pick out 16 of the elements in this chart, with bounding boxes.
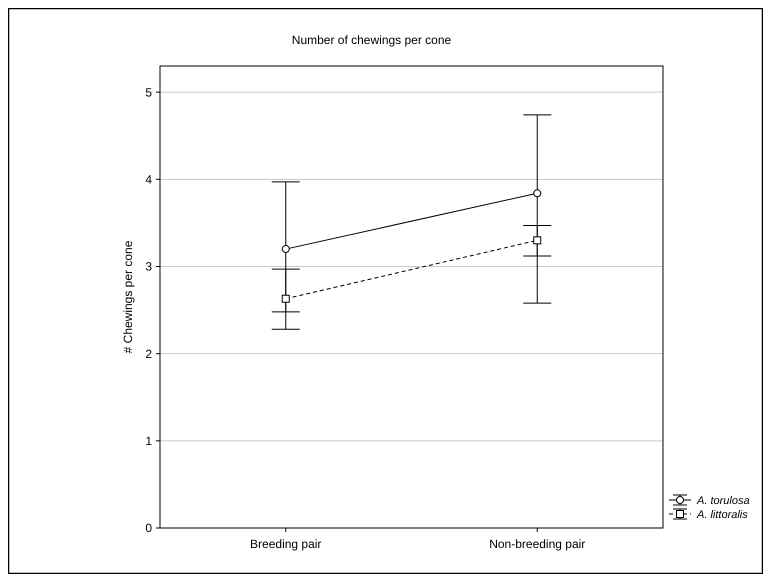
x-tick-label: Non-breeding pair (489, 537, 586, 551)
y-tick-label: 3 (145, 260, 152, 274)
y-axis-title: # Chewings per cone (121, 240, 135, 354)
y-tick-label: 2 (145, 346, 152, 361)
x-tick-label: Breeding pair (250, 537, 322, 551)
y-tick-label: 4 (145, 172, 152, 187)
chart-title: Number of chewings per cone (292, 33, 452, 47)
point (282, 245, 290, 254)
y-tick-label: 1 (145, 434, 152, 448)
y-tick-label: 5 (145, 85, 152, 100)
point (533, 236, 542, 244)
legend-label: A. torulosa (696, 494, 750, 507)
y-tick-label: 0 (145, 521, 152, 536)
point (533, 189, 542, 198)
legend-label: A. littoralis (696, 508, 748, 521)
point (282, 294, 290, 303)
